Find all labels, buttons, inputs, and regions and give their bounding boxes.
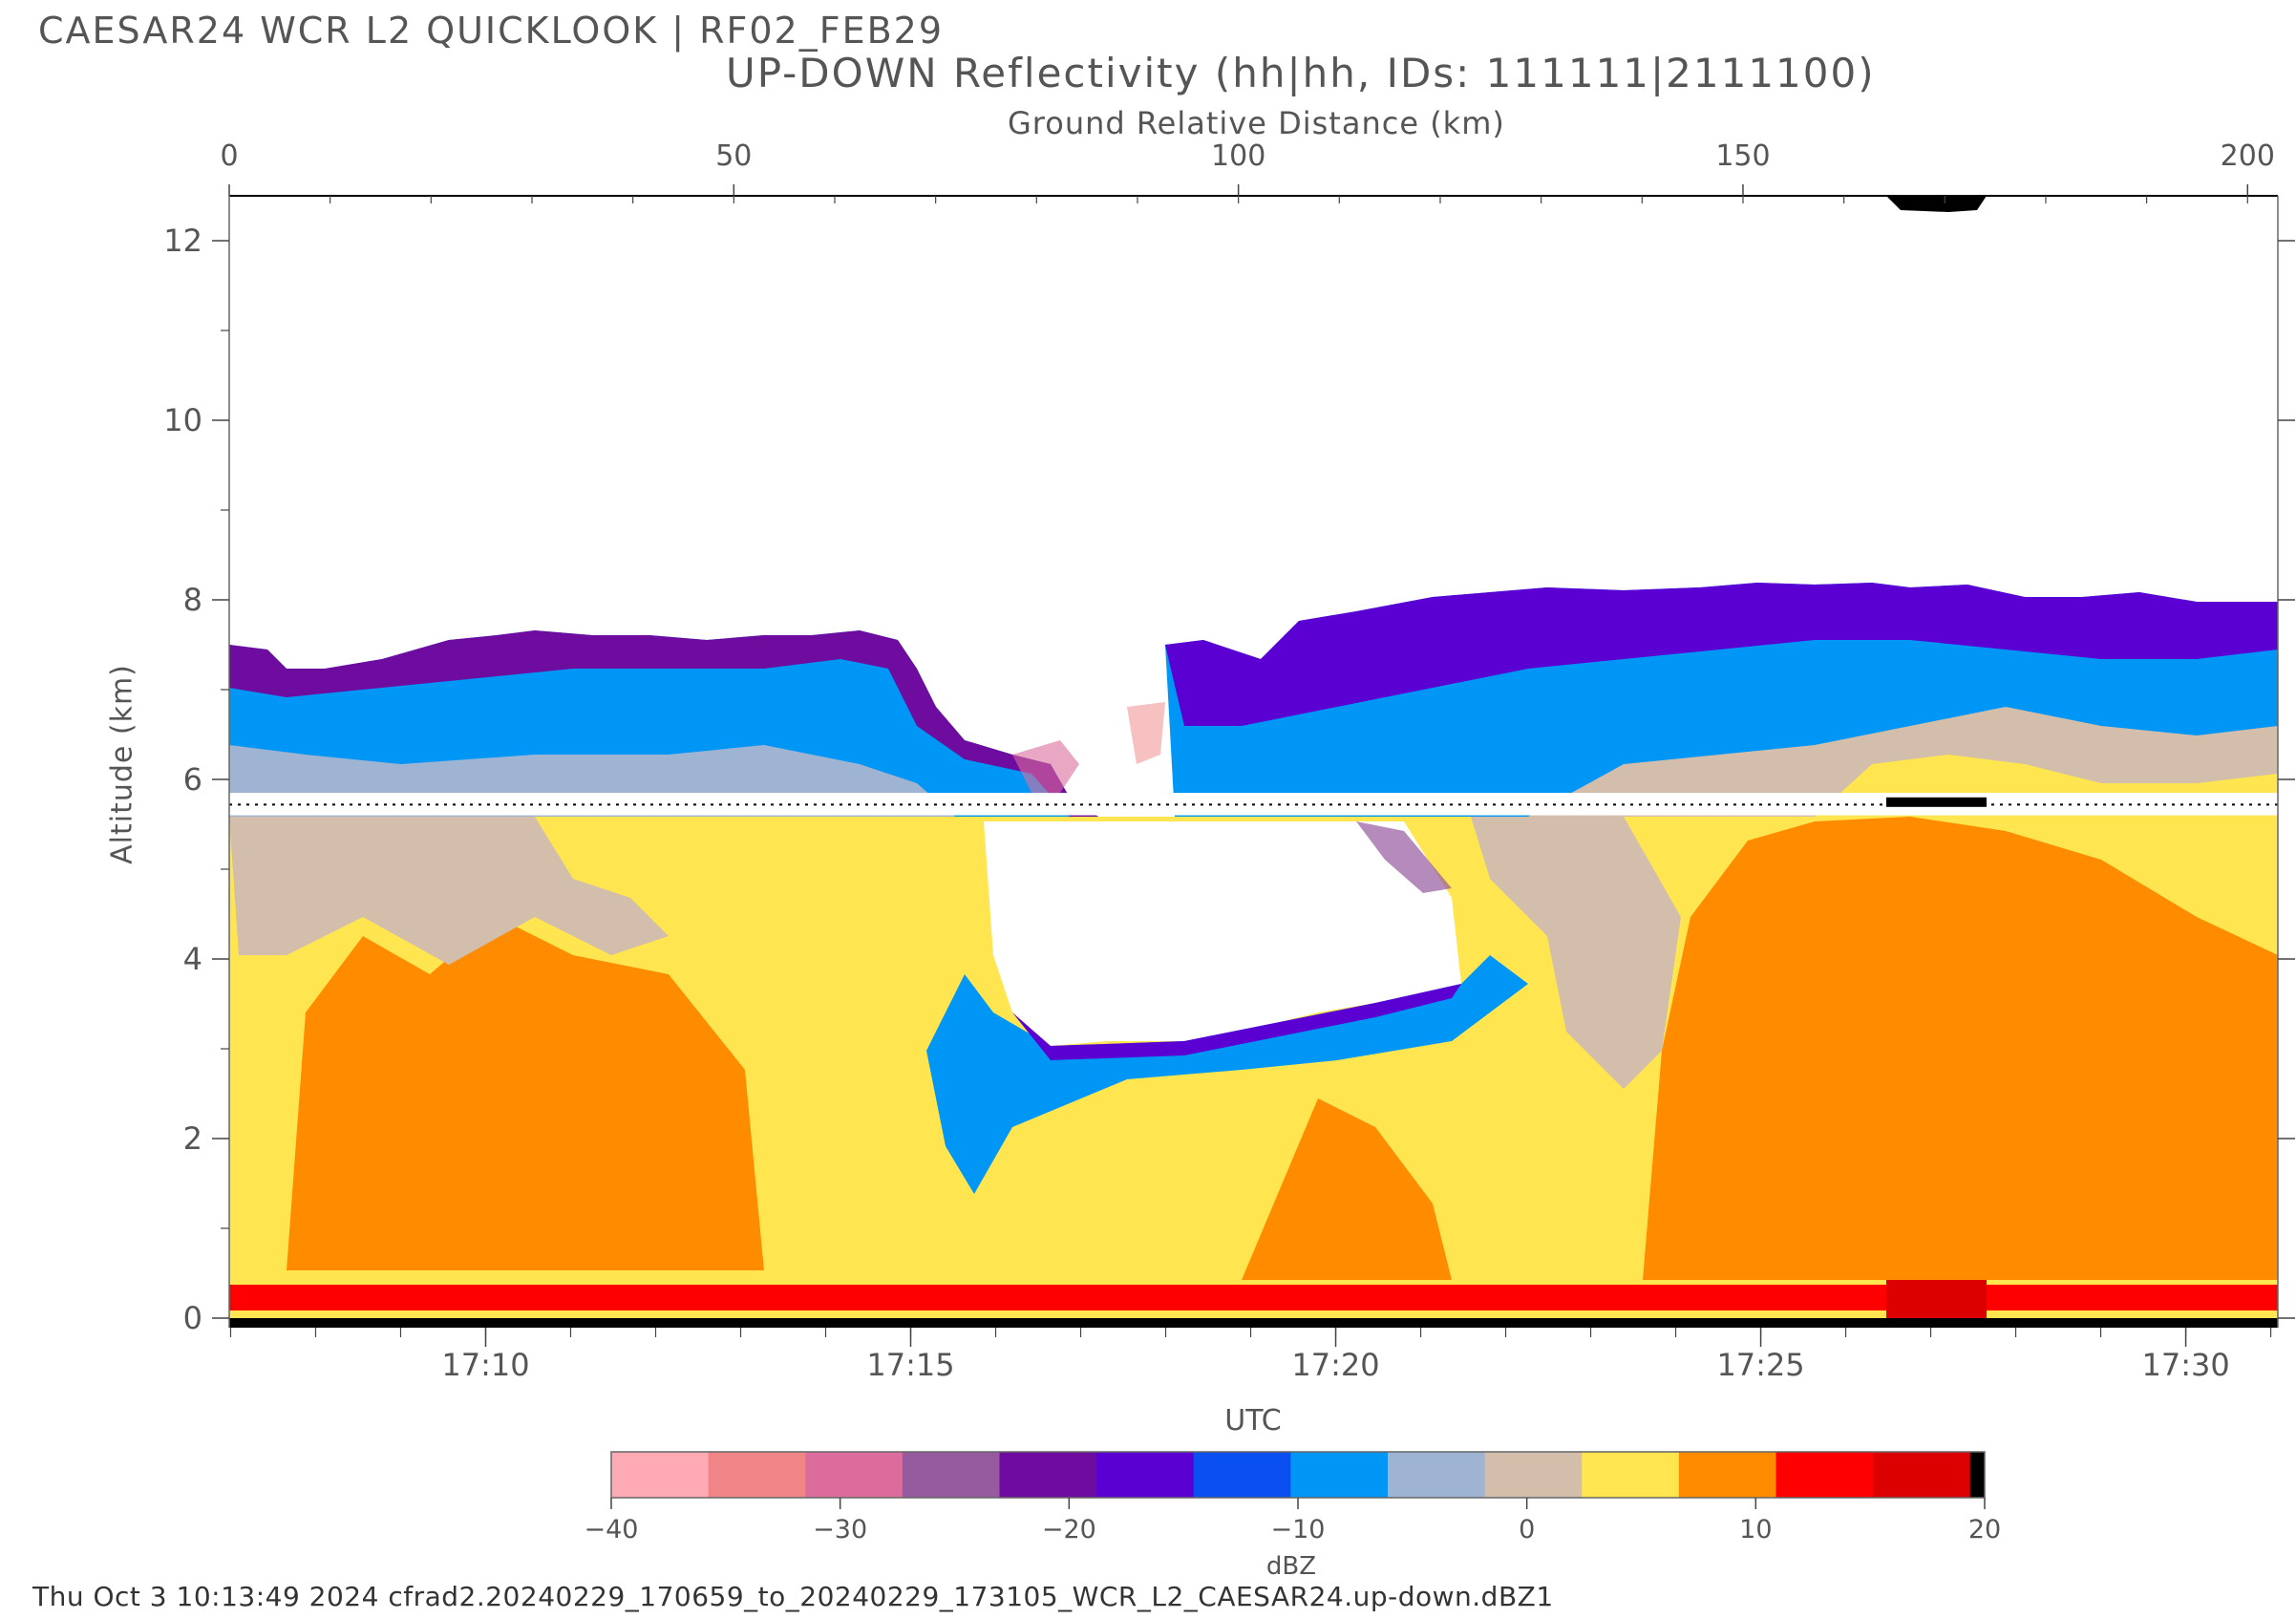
x-axis-tick-label: 17:25 bbox=[1716, 1347, 1804, 1383]
colorbar-tick-label: −40 bbox=[585, 1515, 639, 1544]
x-axis-tick-label: 17:15 bbox=[866, 1347, 954, 1383]
echo-tan-right bbox=[1471, 817, 1681, 1089]
echo-orange-mid bbox=[1242, 1098, 1452, 1280]
colorbar: −40 −30 −20 −10 0 10 20 bbox=[585, 1451, 2001, 1544]
x-axis-tick-label: 17:20 bbox=[1291, 1347, 1379, 1383]
ground-bar bbox=[229, 1318, 2278, 1328]
top-axis-label: Ground Relative Distance (km) bbox=[1008, 105, 1505, 141]
y-axis-tick-label: 8 bbox=[183, 582, 202, 618]
colorbar-swatch bbox=[1193, 1452, 1291, 1498]
colorbar-swatch bbox=[1775, 1452, 1874, 1498]
echo-upper-purple-r bbox=[1165, 583, 2278, 726]
y-axis-tick-label: 0 bbox=[183, 1300, 202, 1336]
x-axis-label: UTC bbox=[1224, 1404, 1282, 1438]
echo-orange-right bbox=[1643, 817, 2278, 1280]
plot-axes: 0 50 100 150 200 0 2 4 6 8 10 12 17:10 17:15 17:20 17:2… bbox=[163, 139, 2295, 1383]
echo-surface-red bbox=[229, 1285, 2278, 1310]
colorbar-swatch bbox=[708, 1452, 806, 1498]
chart-title: CAESAR24 WCR L2 QUICKLOOK | RF02_FEB29 bbox=[38, 10, 945, 52]
y-axis-tick-label: 4 bbox=[183, 941, 202, 977]
colorbar-tick-label: −10 bbox=[1271, 1515, 1326, 1544]
colorbar-swatch bbox=[1096, 1452, 1195, 1498]
top-axis-tick-label: 0 bbox=[220, 139, 238, 173]
reflectivity-field bbox=[229, 196, 2278, 1318]
colorbar-swatch bbox=[1290, 1452, 1389, 1498]
colorbar-swatch bbox=[1484, 1452, 1583, 1498]
colorbar-swatch bbox=[611, 1452, 710, 1498]
echo-faint-pink-2 bbox=[1127, 702, 1165, 764]
top-axis-tick-label: 100 bbox=[1211, 139, 1265, 173]
colorbar-swatch bbox=[1678, 1452, 1777, 1498]
top-axis-tick-label: 200 bbox=[2221, 139, 2275, 173]
echo-void bbox=[984, 821, 1461, 1046]
colorbar-swatch bbox=[1582, 1452, 1680, 1498]
flag-top bbox=[1886, 196, 1987, 212]
flag-bar-aircraft bbox=[1886, 797, 1987, 807]
y-axis-tick-label: 2 bbox=[183, 1120, 202, 1157]
colorbar-swatch bbox=[902, 1452, 1001, 1498]
colorbar-tick-label: 0 bbox=[1519, 1515, 1535, 1544]
echo-purple-rim bbox=[1012, 984, 1461, 1060]
echo-tan-left bbox=[229, 817, 669, 965]
echo-orange-left bbox=[287, 917, 764, 1270]
chart-subtitle: UP-DOWN Reflectivity (hh|hh, IDs: 111111… bbox=[726, 50, 1876, 96]
colorbar-swatch bbox=[1388, 1452, 1486, 1498]
echo-surface-strong bbox=[1886, 1280, 1987, 1318]
y-axis-tick-label: 10 bbox=[163, 402, 202, 438]
top-axis-tick-label: 50 bbox=[715, 139, 752, 173]
colorbar-swatch-end bbox=[1969, 1452, 1985, 1498]
colorbar-swatch bbox=[1873, 1452, 1971, 1498]
colorbar-tick-label: 10 bbox=[1739, 1515, 1772, 1544]
colorbar-tick-label: −20 bbox=[1042, 1515, 1096, 1544]
colorbar-swatch bbox=[805, 1452, 904, 1498]
x-axis-tick-label: 17:30 bbox=[2141, 1347, 2229, 1383]
y-axis-tick-label: 6 bbox=[183, 761, 202, 798]
colorbar-label: dBZ bbox=[1265, 1552, 1317, 1581]
echo-faint-purple bbox=[1356, 821, 1452, 893]
colorbar-swatch bbox=[999, 1452, 1097, 1498]
y-axis-tick-label: 12 bbox=[163, 223, 202, 259]
top-axis-tick-label: 150 bbox=[1715, 139, 1770, 173]
footer-text: Thu Oct 3 10:13:49 2024 cfrad2.20240229_… bbox=[32, 1581, 1554, 1612]
colorbar-tick-label: −30 bbox=[813, 1515, 867, 1544]
colorbar-tick-label: 20 bbox=[1968, 1515, 2001, 1544]
echo-faint-pink bbox=[1012, 740, 1079, 793]
echo-upper-purple bbox=[229, 630, 1098, 817]
x-axis-tick-label: 17:10 bbox=[441, 1347, 529, 1383]
